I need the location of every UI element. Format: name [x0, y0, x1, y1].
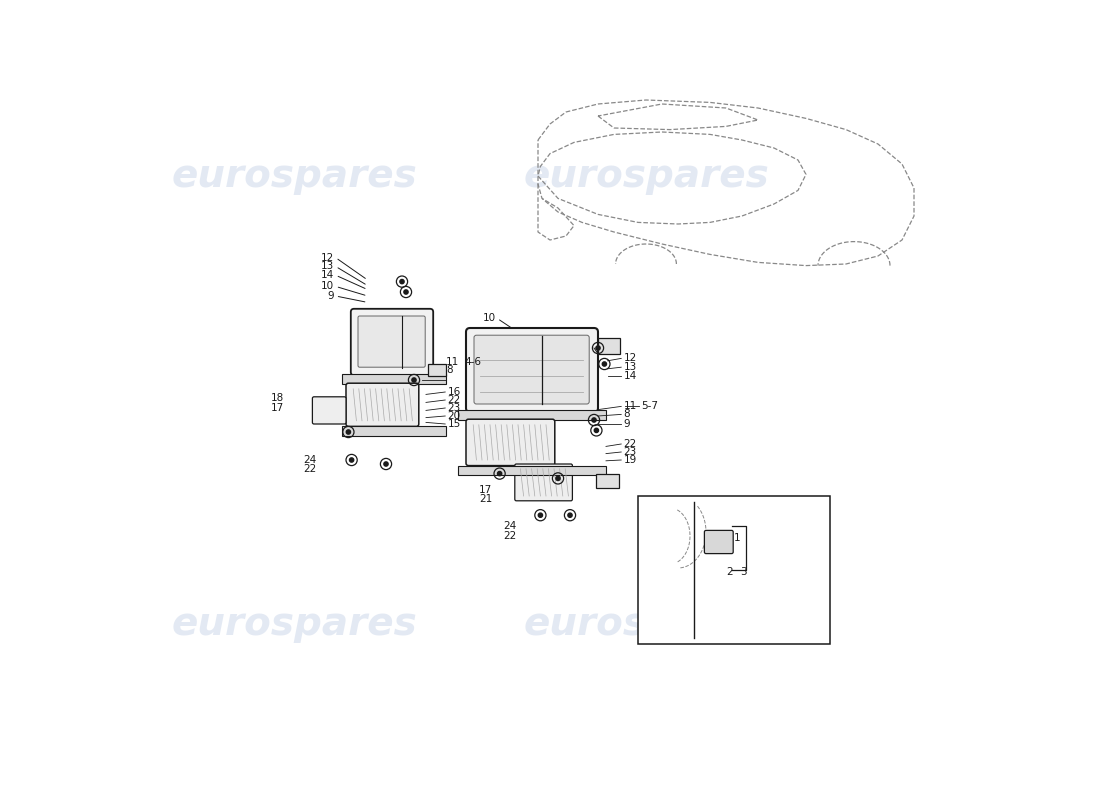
Text: 21: 21 — [480, 494, 493, 504]
Text: 10: 10 — [483, 314, 496, 323]
Text: 8: 8 — [624, 410, 630, 419]
Circle shape — [592, 418, 596, 422]
Text: 3: 3 — [740, 567, 747, 577]
FancyBboxPatch shape — [704, 530, 734, 554]
Text: 4-6: 4-6 — [464, 358, 482, 367]
Text: 14: 14 — [321, 270, 334, 280]
Text: 14: 14 — [624, 371, 637, 381]
Circle shape — [346, 430, 351, 434]
Circle shape — [400, 279, 404, 284]
Text: 16: 16 — [448, 387, 461, 397]
Text: 20: 20 — [448, 411, 461, 421]
Text: 22: 22 — [304, 464, 317, 474]
Text: 22: 22 — [624, 439, 637, 449]
Text: 15: 15 — [448, 419, 461, 429]
Text: 1: 1 — [734, 533, 740, 542]
Circle shape — [603, 362, 606, 366]
Text: eurospares: eurospares — [172, 605, 417, 643]
Circle shape — [594, 428, 598, 433]
Bar — [596, 474, 619, 488]
Text: 11: 11 — [446, 358, 460, 367]
Circle shape — [350, 458, 354, 462]
Text: 9: 9 — [328, 291, 334, 301]
Text: 23: 23 — [448, 403, 461, 413]
FancyBboxPatch shape — [466, 328, 598, 412]
Text: 23: 23 — [624, 447, 637, 457]
Text: 9: 9 — [624, 419, 630, 429]
Circle shape — [411, 378, 416, 382]
Circle shape — [497, 471, 502, 476]
FancyBboxPatch shape — [466, 419, 554, 466]
FancyBboxPatch shape — [515, 464, 572, 501]
FancyBboxPatch shape — [474, 335, 590, 404]
Text: 8: 8 — [446, 366, 452, 375]
FancyBboxPatch shape — [346, 383, 419, 426]
Text: 5-7: 5-7 — [641, 402, 658, 411]
Text: eurospares: eurospares — [524, 605, 769, 643]
FancyBboxPatch shape — [351, 309, 433, 375]
Text: eurospares: eurospares — [172, 157, 417, 195]
Bar — [342, 426, 446, 436]
Circle shape — [538, 513, 542, 518]
Text: 10: 10 — [321, 282, 334, 291]
Text: 22: 22 — [448, 395, 461, 405]
Circle shape — [404, 290, 408, 294]
Text: 12: 12 — [624, 354, 637, 363]
Circle shape — [556, 476, 560, 481]
Text: 19: 19 — [624, 455, 637, 465]
FancyBboxPatch shape — [312, 397, 346, 424]
FancyBboxPatch shape — [358, 316, 426, 367]
Text: eurospares: eurospares — [524, 157, 769, 195]
Bar — [598, 338, 620, 354]
Bar — [342, 374, 446, 384]
Text: 22: 22 — [503, 531, 516, 541]
Text: 2: 2 — [726, 567, 733, 577]
Text: 12: 12 — [321, 253, 334, 262]
Text: 13: 13 — [624, 362, 637, 372]
Bar — [638, 496, 830, 644]
Bar — [458, 466, 606, 475]
Bar — [428, 364, 446, 376]
Bar — [458, 410, 606, 420]
Circle shape — [568, 513, 572, 518]
Text: 17: 17 — [480, 485, 493, 494]
Text: 13: 13 — [321, 262, 334, 271]
Text: 18: 18 — [271, 394, 285, 403]
Text: 24: 24 — [503, 522, 516, 531]
Text: 17: 17 — [271, 403, 285, 413]
Text: 11: 11 — [624, 402, 637, 411]
Circle shape — [596, 346, 601, 350]
Text: 24: 24 — [304, 455, 317, 465]
Circle shape — [384, 462, 388, 466]
